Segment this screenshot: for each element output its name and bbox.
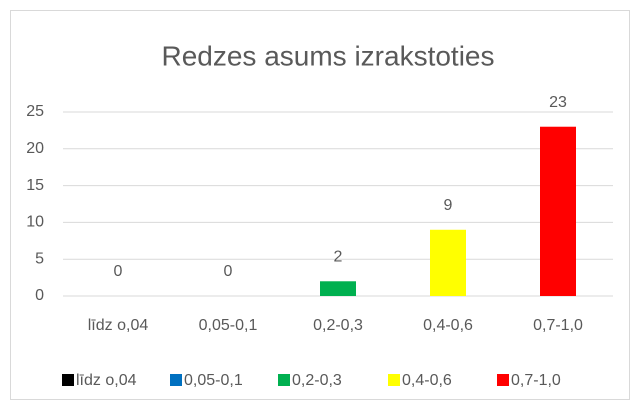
data-label: 0 <box>224 263 233 280</box>
data-label: 0 <box>114 263 123 280</box>
legend-swatch <box>278 374 290 386</box>
bar <box>430 229 466 296</box>
bar <box>320 281 356 296</box>
legend-swatch <box>62 374 74 386</box>
legend-swatch <box>497 374 509 386</box>
chart-title: Redzes asums izrakstoties <box>161 40 494 71</box>
bar <box>540 126 576 296</box>
y-tick-label: 0 <box>35 287 44 304</box>
x-tick-label: līdz o,04 <box>88 317 149 334</box>
legend-label: 0,2-0,3 <box>292 372 342 389</box>
x-tick-label: 0,4-0,6 <box>423 317 473 334</box>
y-tick-label: 20 <box>26 140 44 157</box>
x-tick-label: 0,05-0,1 <box>199 317 258 334</box>
data-label: 2 <box>334 248 343 265</box>
chart-frame <box>10 10 630 400</box>
legend-label: līdz o,04 <box>76 372 137 389</box>
x-tick-label: 0,2-0,3 <box>313 317 363 334</box>
y-tick-label: 15 <box>26 177 44 194</box>
legend-label: 0,7-1,0 <box>511 372 561 389</box>
x-tick-label: 0,7-1,0 <box>533 317 583 334</box>
legend-label: 0,4-0,6 <box>402 372 452 389</box>
legend-swatch <box>388 374 400 386</box>
y-tick-label: 5 <box>35 250 44 267</box>
data-label: 9 <box>444 197 453 214</box>
y-tick-label: 10 <box>26 214 44 231</box>
y-tick-label: 25 <box>26 103 44 120</box>
legend-label: 0,05-0,1 <box>184 372 243 389</box>
legend-swatch <box>170 374 182 386</box>
data-label: 23 <box>549 94 567 111</box>
